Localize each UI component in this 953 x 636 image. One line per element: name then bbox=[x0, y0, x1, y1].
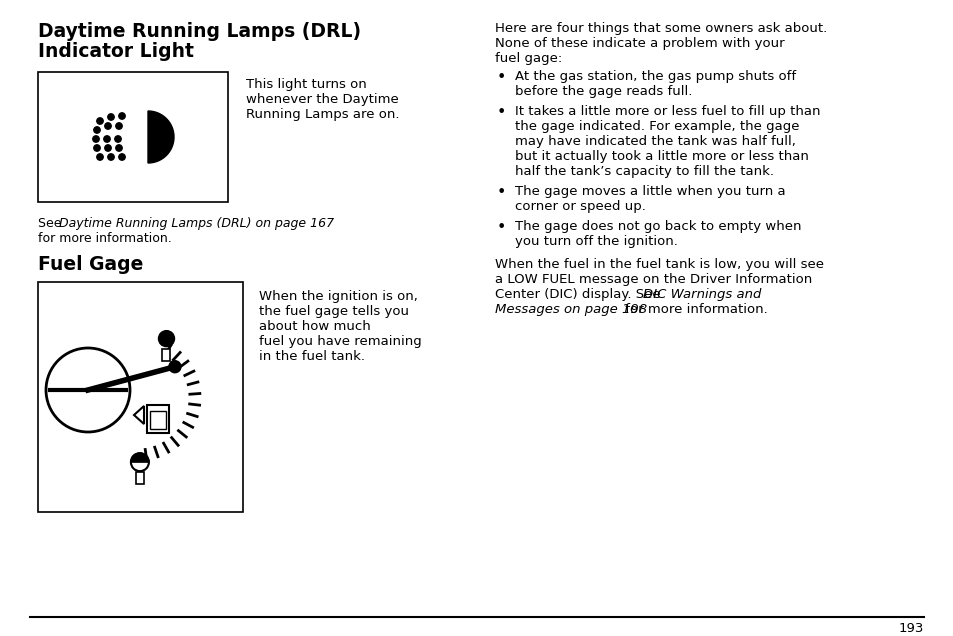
Circle shape bbox=[96, 118, 103, 124]
Bar bbox=[135, 472, 144, 484]
Circle shape bbox=[105, 145, 112, 151]
Text: •: • bbox=[497, 185, 506, 200]
Text: Daytime Running Lamps (DRL): Daytime Running Lamps (DRL) bbox=[38, 22, 361, 41]
Circle shape bbox=[93, 145, 100, 151]
Text: may have indicated the tank was half full,: may have indicated the tank was half ful… bbox=[515, 135, 795, 148]
Text: Running Lamps are on.: Running Lamps are on. bbox=[246, 108, 399, 121]
Text: the fuel gage tells you: the fuel gage tells you bbox=[258, 305, 409, 318]
Text: Here are four things that some owners ask about.: Here are four things that some owners as… bbox=[495, 22, 826, 35]
Circle shape bbox=[92, 136, 99, 142]
Text: Center (DIC) display. See: Center (DIC) display. See bbox=[495, 288, 664, 301]
Bar bbox=[147, 405, 169, 433]
Text: fuel gage:: fuel gage: bbox=[495, 52, 561, 65]
Circle shape bbox=[115, 123, 122, 129]
Circle shape bbox=[105, 123, 112, 129]
Bar bbox=[150, 411, 166, 429]
Text: in the fuel tank.: in the fuel tank. bbox=[258, 350, 365, 363]
Text: When the ignition is on,: When the ignition is on, bbox=[258, 290, 417, 303]
Circle shape bbox=[46, 348, 130, 432]
Text: 193: 193 bbox=[898, 622, 923, 635]
Circle shape bbox=[119, 113, 125, 119]
Polygon shape bbox=[133, 406, 144, 424]
Text: When the fuel in the fuel tank is low, you will see: When the fuel in the fuel tank is low, y… bbox=[495, 258, 823, 271]
Text: Messages on page 198: Messages on page 198 bbox=[495, 303, 646, 316]
Circle shape bbox=[158, 331, 174, 347]
Text: It takes a little more or less fuel to fill up than: It takes a little more or less fuel to f… bbox=[515, 105, 820, 118]
Text: Indicator Light: Indicator Light bbox=[38, 42, 193, 61]
Polygon shape bbox=[148, 111, 173, 163]
Circle shape bbox=[104, 136, 111, 142]
Polygon shape bbox=[131, 453, 149, 462]
Text: about how much: about how much bbox=[258, 320, 371, 333]
Text: •: • bbox=[497, 70, 506, 85]
Text: •: • bbox=[497, 220, 506, 235]
Circle shape bbox=[108, 154, 114, 160]
Text: before the gage reads full.: before the gage reads full. bbox=[515, 85, 692, 98]
Text: but it actually took a little more or less than: but it actually took a little more or le… bbox=[515, 150, 808, 163]
Text: a LOW FUEL message on the Driver Information: a LOW FUEL message on the Driver Informa… bbox=[495, 273, 811, 286]
Circle shape bbox=[115, 145, 122, 151]
Text: DIC Warnings and: DIC Warnings and bbox=[642, 288, 760, 301]
Text: you turn off the ignition.: you turn off the ignition. bbox=[515, 235, 678, 248]
Text: This light turns on: This light turns on bbox=[246, 78, 366, 91]
Circle shape bbox=[119, 154, 125, 160]
Text: The gage moves a little when you turn a: The gage moves a little when you turn a bbox=[515, 185, 785, 198]
Text: whenever the Daytime: whenever the Daytime bbox=[246, 93, 398, 106]
Bar bbox=[38, 282, 243, 512]
Text: for more information.: for more information. bbox=[620, 303, 767, 316]
Text: See: See bbox=[38, 217, 66, 230]
Text: The gage does not go back to empty when: The gage does not go back to empty when bbox=[515, 220, 801, 233]
Text: Daytime Running Lamps (DRL) on page 167: Daytime Running Lamps (DRL) on page 167 bbox=[59, 217, 334, 230]
Bar bbox=[162, 349, 171, 361]
Bar bbox=[38, 72, 228, 202]
Text: half the tank’s capacity to fill the tank.: half the tank’s capacity to fill the tan… bbox=[515, 165, 773, 178]
Text: the gage indicated. For example, the gage: the gage indicated. For example, the gag… bbox=[515, 120, 799, 133]
Circle shape bbox=[114, 136, 121, 142]
Circle shape bbox=[108, 114, 114, 120]
Text: •: • bbox=[497, 105, 506, 120]
Circle shape bbox=[131, 453, 149, 471]
Text: At the gas station, the gas pump shuts off: At the gas station, the gas pump shuts o… bbox=[515, 70, 796, 83]
Text: corner or speed up.: corner or speed up. bbox=[515, 200, 645, 213]
Circle shape bbox=[93, 127, 100, 133]
Circle shape bbox=[96, 154, 103, 160]
Circle shape bbox=[169, 361, 181, 373]
Text: fuel you have remaining: fuel you have remaining bbox=[258, 335, 421, 348]
Text: Fuel Gage: Fuel Gage bbox=[38, 255, 143, 274]
Text: None of these indicate a problem with your: None of these indicate a problem with yo… bbox=[495, 37, 783, 50]
Text: for more information.: for more information. bbox=[38, 232, 172, 245]
